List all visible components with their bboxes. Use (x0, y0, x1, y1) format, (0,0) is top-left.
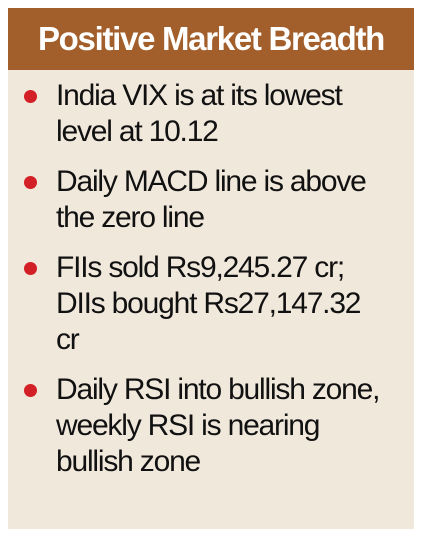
list-item: India VIX is at its lowest level at 10.1… (8, 78, 414, 150)
header-bar: Positive Market Breadth (8, 8, 414, 70)
bullet-dot-icon (24, 262, 37, 275)
bullet-dot-icon (24, 176, 37, 189)
bullet-list: India VIX is at its lowest level at 10.1… (8, 78, 414, 494)
list-item-line: Daily RSI into bullish zone, (56, 373, 380, 406)
list-item-line: Daily MACD line is above (56, 165, 367, 198)
list-item-line: DIIs bought Rs27,147.32 (56, 287, 361, 320)
list-item: FIIs sold Rs9,245.27 cr; DIIs bought Rs2… (8, 250, 414, 358)
list-item-line: weekly RSI is nearing (56, 409, 320, 442)
list-item: Daily MACD line is above the zero line (8, 164, 414, 236)
bullet-dot-icon (24, 90, 37, 103)
list-item: Daily RSI into bullish zone, weekly RSI … (8, 372, 414, 480)
list-item-line: FIIs sold Rs9,245.27 cr; (56, 251, 345, 284)
bullet-dot-icon (24, 384, 37, 397)
list-item-line: the zero line (56, 201, 205, 234)
list-item-line: bullish zone (56, 445, 201, 478)
header-title: Positive Market Breadth (37, 20, 385, 57)
list-item-line: level at 10.12 (56, 115, 219, 148)
list-item-line: cr (56, 323, 80, 356)
market-breadth-card: Positive Market Breadth India VIX is at … (8, 8, 414, 529)
list-item-line: India VIX is at its lowest (56, 79, 343, 112)
